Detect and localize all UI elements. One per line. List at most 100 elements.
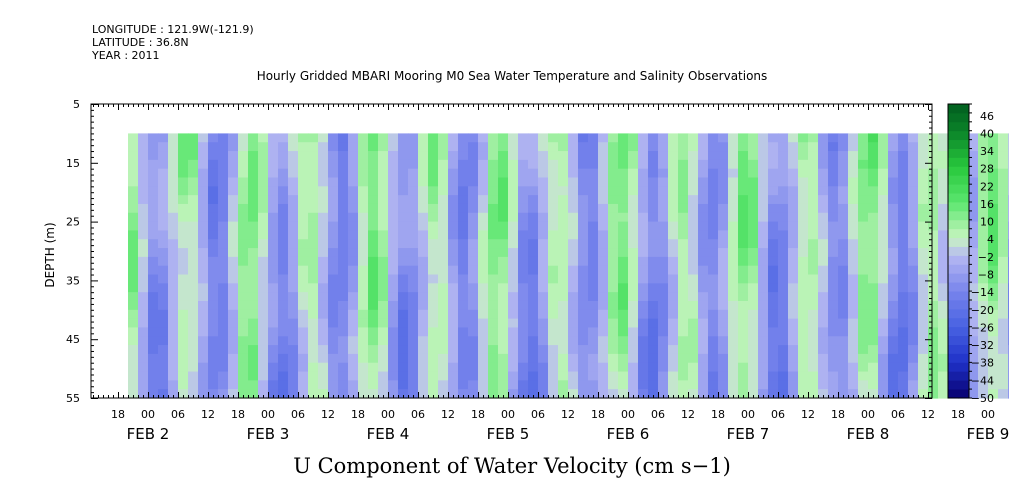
heatmap-cell: [158, 353, 169, 364]
heatmap-cell: [388, 283, 399, 293]
heatmap-cell: [698, 186, 709, 196]
heatmap-cell: [788, 389, 799, 399]
heatmap-cell: [718, 274, 729, 284]
heatmap-cell: [208, 353, 219, 364]
heatmap-cell: [928, 336, 939, 346]
heatmap-cell: [818, 239, 829, 249]
heatmap-cell: [658, 239, 669, 249]
heatmap-cell: [268, 283, 279, 293]
heatmap-cell: [708, 159, 719, 170]
heatmap-cell: [428, 265, 439, 276]
heatmap-cell: [568, 283, 579, 293]
heatmap-cell: [158, 186, 169, 196]
heatmap-cell: [468, 248, 479, 258]
heatmap-cell: [458, 177, 469, 187]
heatmap-cell: [978, 327, 989, 337]
heatmap-cell: [268, 195, 279, 205]
heatmap-cell: [138, 345, 149, 355]
heatmap-cell: [698, 256, 709, 267]
heatmap-cell: [668, 309, 679, 320]
heatmap-cell: [398, 371, 409, 381]
heatmap-cell: [868, 142, 879, 152]
heatmap-cell: [658, 177, 669, 187]
heatmap-cell: [928, 133, 939, 143]
heatmap-cell: [808, 300, 819, 311]
heatmap-cell: [188, 212, 199, 223]
heatmap-cell: [248, 292, 259, 302]
heatmap-cell: [768, 327, 779, 337]
heatmap-cell: [408, 389, 419, 399]
colorbar-segment: [948, 389, 969, 399]
heatmap-cell: [398, 389, 409, 399]
heatmap-cell: [848, 248, 859, 258]
heatmap-cell: [358, 265, 369, 276]
x-hour-tick-label: 06: [411, 408, 425, 421]
heatmap-cell: [678, 142, 689, 152]
heatmap-cell: [358, 380, 369, 390]
heatmap-cell: [488, 177, 499, 187]
heatmap-cell: [798, 318, 809, 329]
heatmap-cell: [128, 327, 139, 337]
heatmap-cell: [998, 318, 1009, 329]
heatmap-cell: [638, 362, 649, 373]
heatmap-cell: [448, 353, 459, 364]
heatmap-cell: [718, 221, 729, 232]
heatmap-cell: [898, 265, 909, 276]
heatmap-cell: [288, 274, 299, 284]
heatmap-cell: [228, 389, 239, 399]
heatmap-cell: [848, 203, 859, 214]
heatmap-cell: [978, 151, 989, 161]
heatmap-cell: [888, 371, 899, 381]
heatmap-cell: [508, 327, 519, 337]
heatmap-cell: [668, 203, 679, 214]
heatmap-cell: [668, 248, 679, 258]
heatmap-cell: [258, 309, 269, 320]
heatmap-cell: [618, 212, 629, 223]
heatmap-cell: [288, 212, 299, 223]
heatmap-cell: [188, 133, 199, 143]
heatmap-cell: [278, 256, 289, 267]
heatmap-cell: [878, 353, 889, 364]
heatmap-cell: [198, 300, 209, 311]
colorbar-segment: [948, 219, 969, 230]
heatmap-cell: [858, 203, 869, 214]
heatmap-cell: [778, 283, 789, 293]
heatmap-cell: [398, 345, 409, 355]
longitude-label: LONGITUDE : 121.9W(-121.9): [92, 23, 254, 36]
heatmap-cell: [378, 318, 389, 329]
colorbar-tick-label: 16: [980, 198, 994, 211]
heatmap-cell: [218, 336, 229, 346]
heatmap-cell: [178, 256, 189, 267]
heatmap-cell: [528, 274, 539, 284]
heatmap-cell: [878, 133, 889, 143]
heatmap-cell: [728, 256, 739, 267]
heatmap-cell: [398, 309, 409, 320]
heatmap-cell: [158, 309, 169, 320]
heatmap-cell: [228, 318, 239, 329]
heatmap-cell: [388, 327, 399, 337]
heatmap-cell: [138, 221, 149, 232]
heatmap-cell: [258, 362, 269, 373]
heatmap-cell: [988, 239, 999, 249]
heatmap-cell: [338, 256, 349, 267]
heatmap-cell: [338, 265, 349, 276]
heatmap-cell: [528, 168, 539, 179]
heatmap-cell: [658, 371, 669, 381]
heatmap-cell: [378, 389, 389, 399]
x-hour-tick-label: 00: [621, 408, 635, 421]
heatmap-cell: [898, 292, 909, 302]
heatmap-cell: [728, 327, 739, 337]
heatmap-cell: [888, 318, 899, 329]
heatmap-cell: [708, 318, 719, 329]
heatmap-cell: [768, 256, 779, 267]
heatmap-cell: [788, 265, 799, 276]
heatmap-cell: [768, 345, 779, 355]
heatmap-cell: [218, 318, 229, 329]
heatmap-cell: [548, 133, 559, 143]
heatmap-cell: [588, 380, 599, 390]
y-axis-label: DEPTH (m): [43, 222, 57, 288]
heatmap-cell: [638, 151, 649, 161]
heatmap-cell: [278, 151, 289, 161]
heatmap-cell: [658, 300, 669, 311]
heatmap-cell: [368, 389, 379, 399]
